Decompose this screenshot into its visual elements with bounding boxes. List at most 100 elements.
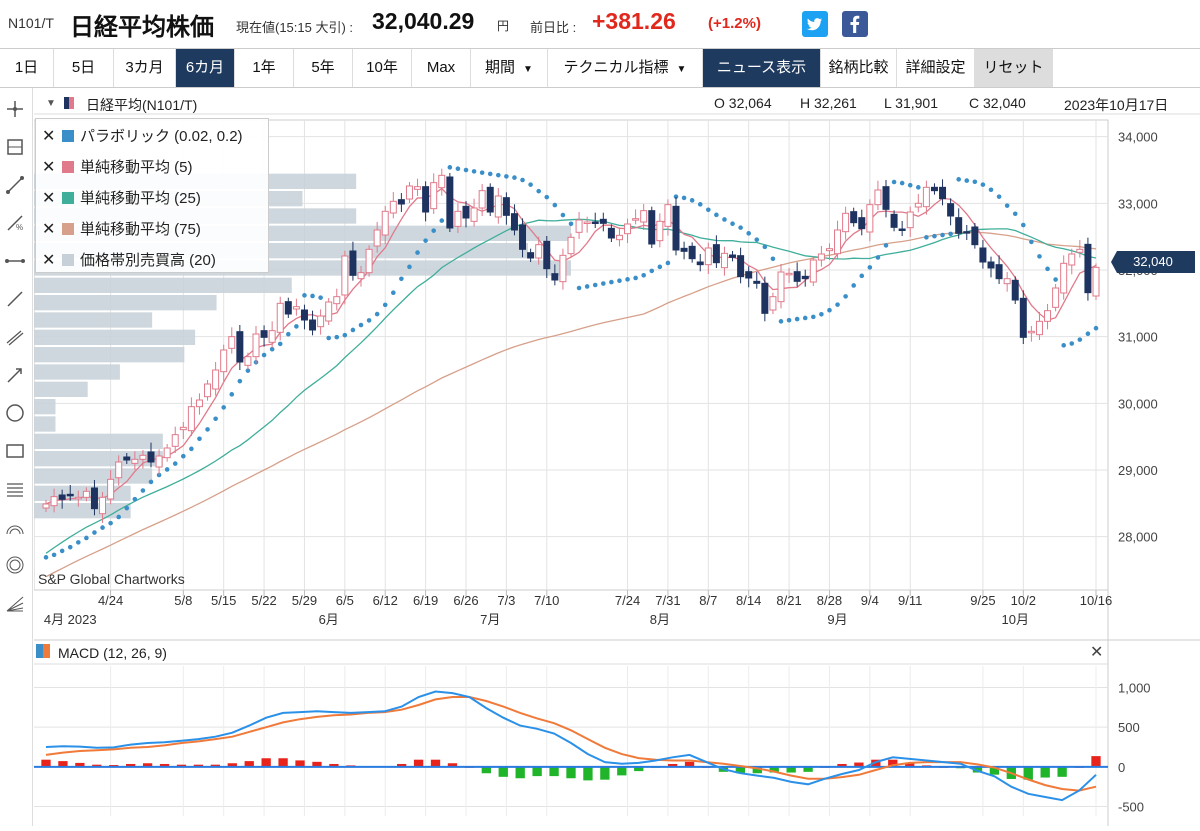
candle-body	[939, 186, 947, 200]
dropdown-arrow-icon: ▼	[523, 64, 533, 75]
parabolic-dot	[916, 185, 921, 190]
news-toggle-button[interactable]: ニュース表示	[703, 49, 821, 87]
x-tick-label: 7/31	[655, 593, 680, 608]
macd-y-tick-label: -500	[1118, 799, 1144, 814]
candle-body	[66, 493, 74, 497]
parabolic-dot	[786, 317, 792, 323]
parabolic-dot	[536, 188, 541, 194]
close-icon[interactable]: ✕	[42, 221, 56, 238]
close-icon[interactable]: ✕	[42, 128, 56, 145]
tab-max[interactable]: Max	[412, 49, 471, 87]
candle-body	[688, 245, 696, 260]
close-icon[interactable]: ✕	[1090, 644, 1104, 661]
fibonacci-arc-icon[interactable]	[4, 516, 26, 538]
horizontal-lines-icon[interactable]	[4, 478, 26, 500]
parabolic-dot	[382, 302, 388, 308]
x-tick-label: 5/15	[211, 593, 236, 608]
candle-body	[632, 218, 640, 221]
macd-histogram-bar	[295, 760, 305, 767]
macd-histogram-bar	[905, 763, 915, 767]
ray-line-icon[interactable]	[4, 288, 26, 310]
candle-body	[737, 255, 745, 278]
parabolic-dot	[738, 225, 743, 230]
candle-body	[987, 261, 995, 269]
macd-histogram-bar	[329, 763, 339, 767]
concentric-circle-icon[interactable]	[4, 554, 26, 576]
collapse-arrow-icon[interactable]: ▼	[46, 98, 56, 109]
parabolic-dot	[334, 334, 340, 340]
macd-histogram-bar	[752, 766, 762, 774]
legend-item-sma25[interactable]: ✕ 単純移動平均 (25)	[42, 190, 201, 207]
tab-5year[interactable]: 5年	[294, 49, 353, 87]
parabolic-dot	[802, 315, 808, 321]
candle-body	[769, 296, 777, 311]
candle-body	[890, 213, 898, 228]
macd-histogram-bar	[447, 763, 458, 767]
tab-1day[interactable]: 1日	[0, 49, 54, 87]
parabolic-dot	[948, 231, 953, 237]
facebook-icon[interactable]	[842, 11, 868, 37]
tab-10year[interactable]: 10年	[353, 49, 412, 87]
tab-6month[interactable]: 6カ月	[176, 49, 235, 87]
percent-line-icon[interactable]: %	[4, 212, 26, 234]
parabolic-dot	[1085, 331, 1091, 337]
candle-body	[365, 248, 373, 274]
close-icon[interactable]: ✕	[42, 190, 56, 207]
tab-3month[interactable]: 3カ月	[114, 49, 176, 87]
parabolic-dot	[302, 293, 307, 298]
candle-body	[955, 217, 963, 234]
close-icon[interactable]: ✕	[42, 252, 56, 269]
candle-body	[325, 301, 333, 322]
rectangle-icon[interactable]	[4, 440, 26, 462]
parabolic-dot	[1093, 325, 1099, 331]
candle-body	[195, 399, 203, 408]
candle-body	[107, 478, 115, 500]
settings-button[interactable]: 詳細設定	[897, 49, 975, 87]
candle-body	[527, 252, 535, 259]
parallel-line-icon[interactable]	[4, 326, 26, 348]
tab-1year[interactable]: 1年	[235, 49, 294, 87]
legend-item-volume-profile[interactable]: ✕ 価格帯別売買高 (20)	[42, 252, 216, 269]
legend-item-sma75[interactable]: ✕ 単純移動平均 (75)	[42, 221, 201, 238]
fibonacci-icon[interactable]	[4, 136, 26, 158]
candle-body	[906, 211, 914, 229]
candle-body	[1052, 287, 1060, 308]
x-tick-label: 8/7	[699, 593, 717, 608]
parabolic-dot	[956, 177, 961, 182]
parabolic-dot	[794, 316, 800, 322]
parabolic-dot	[746, 231, 751, 236]
parabolic-dot	[964, 178, 970, 183]
month-label: 6月	[319, 612, 339, 627]
change-label: 前日比 :	[530, 20, 577, 35]
crosshair-icon[interactable]	[4, 98, 26, 120]
parabolic-dot	[286, 331, 291, 337]
legend-item-parabolic[interactable]: ✕ パラボリック (0.02, 0.2)	[42, 128, 243, 145]
circle-icon[interactable]	[4, 402, 26, 424]
trendline-icon[interactable]	[4, 174, 26, 196]
parabolic-dot	[504, 174, 509, 179]
candle-body	[825, 248, 833, 252]
horizontal-line-icon[interactable]	[4, 250, 26, 272]
tab-5day[interactable]: 5日	[54, 49, 114, 87]
candle-body	[930, 186, 938, 192]
compare-button[interactable]: 銘柄比較	[821, 49, 897, 87]
close-icon[interactable]: ✕	[42, 159, 56, 176]
twitter-icon[interactable]	[802, 11, 828, 37]
parabolic-dot	[310, 293, 315, 299]
parabolic-dot	[988, 187, 994, 193]
macd-title: MACD (12, 26, 9)	[58, 645, 167, 661]
legend-item-sma5[interactable]: ✕ 単純移動平均 (5)	[42, 159, 193, 176]
parabolic-dot	[67, 544, 73, 550]
fan-lines-icon[interactable]	[4, 592, 26, 614]
candle-body	[341, 255, 349, 296]
price-change-percent: (+1.2%)	[708, 15, 761, 32]
period-dropdown[interactable]: 期間 ▼	[471, 49, 548, 87]
reset-button[interactable]: リセット	[975, 49, 1053, 87]
dropdown-arrow-icon: ▼	[676, 64, 687, 75]
volume-profile-bar	[34, 416, 56, 432]
technical-indicator-dropdown[interactable]: テクニカル指標 ▼	[548, 49, 703, 87]
candle-body	[745, 271, 753, 279]
arrow-line-icon[interactable]	[4, 364, 26, 386]
candle-body	[947, 203, 955, 217]
macd-histogram-bar	[430, 759, 441, 767]
